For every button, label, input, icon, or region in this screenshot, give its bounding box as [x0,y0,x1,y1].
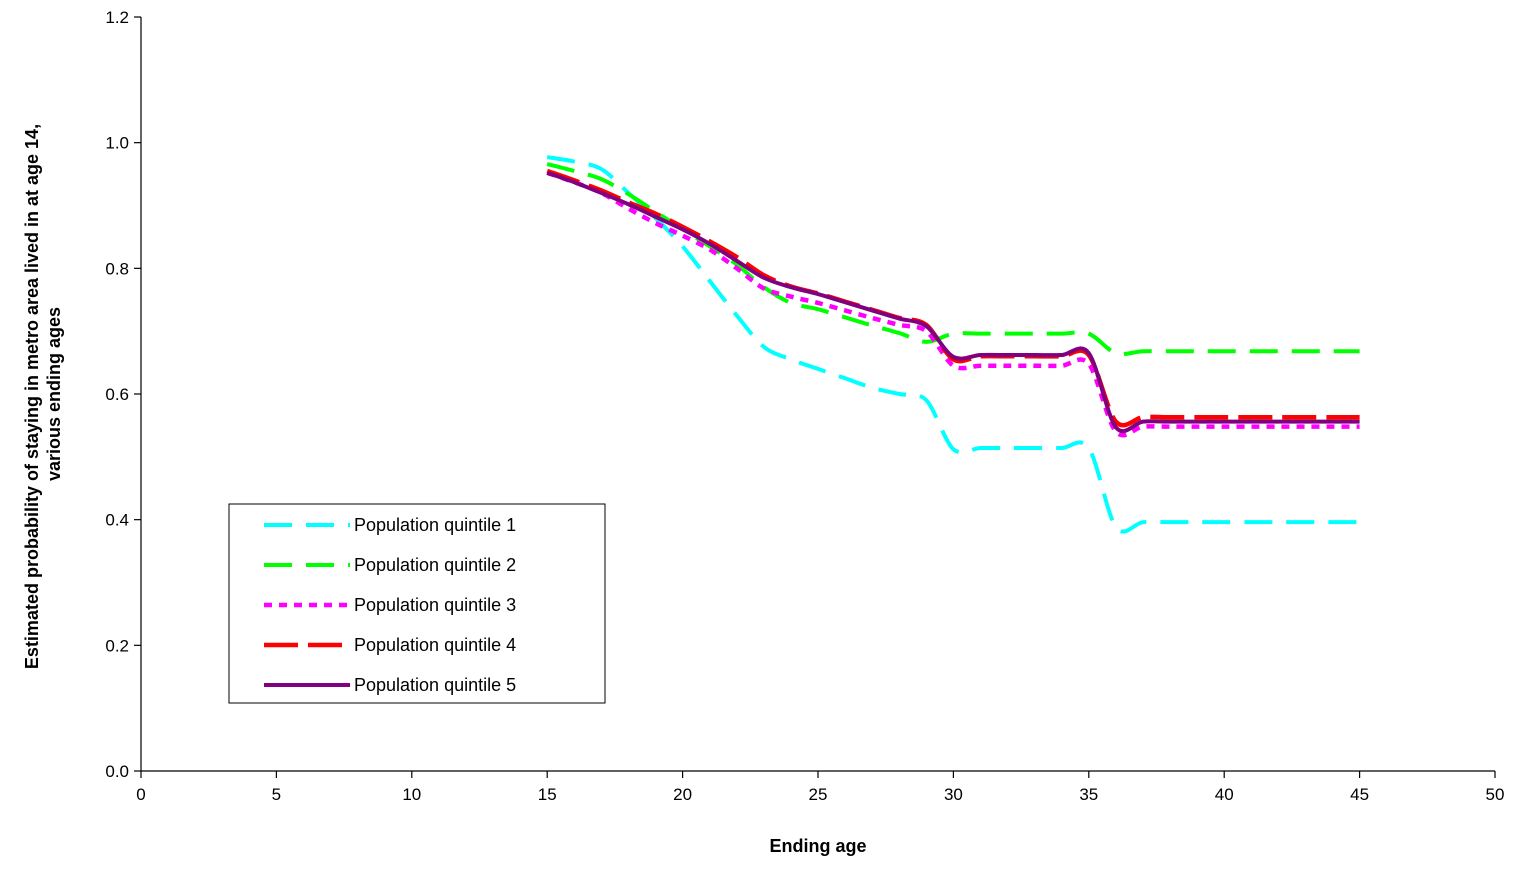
series-line-quintile-5 [546,170,1360,434]
x-tick-label: 0 [136,785,145,804]
legend-label: Population quintile 5 [354,675,516,695]
x-tick-label: 5 [272,785,281,804]
x-tick-label: 10 [402,785,421,804]
x-tick-label: 15 [538,785,557,804]
x-tick-label: 30 [944,785,963,804]
y-tick-label: 0.8 [105,259,129,278]
y-axis-title: Estimated probability of staying in metr… [22,119,64,669]
y-axis-title-line-2: various ending ages [44,307,64,481]
x-axis-title: Ending age [769,836,866,856]
legend-box [228,503,606,704]
y-tick-label: 1.2 [105,8,129,27]
series-line-quintile-1 [546,155,1360,534]
legend-item: Population quintile 1 [264,515,516,535]
legend-item: Population quintile 2 [264,555,516,575]
legend-items: Population quintile 1 Population quintile… [264,515,516,695]
legend-label: Population quintile 3 [354,595,516,615]
legend-item: Population quintile 5 [264,675,516,695]
y-tick-label: 1.0 [105,134,129,153]
legend-item: Population quintile 4 [264,635,516,655]
y-tick-label: 0.0 [105,762,129,781]
y-tick-label: 0.4 [105,511,129,530]
legend: Population quintile 1 Population quintile… [228,503,606,704]
x-tick-label: 40 [1215,785,1234,804]
x-tick-label: 45 [1350,785,1369,804]
series-layer [546,155,1360,534]
series-line-quintile-3 [546,170,1360,438]
legend-label: Population quintile 1 [354,515,516,535]
series-line-quintile-4 [546,168,1360,428]
legend-label: Population quintile 2 [354,555,516,575]
series-line-quintile-2 [546,162,1360,357]
x-tick-label: 20 [673,785,692,804]
legend-item: Population quintile 3 [264,595,516,615]
y-tick-label: 0.2 [105,636,129,655]
x-tick-label: 35 [1079,785,1098,804]
y-tick-label: 0.6 [105,385,129,404]
x-tick-label: 25 [809,785,828,804]
y-axis-title-line-1: Estimated probability of staying in metr… [22,124,42,669]
ticks: 0 5 10 15 20 25 30 35 40 45 50 0.0 0.2 0.4 0.6 0.8 1.0 1.… [105,8,1504,804]
legend-label: Population quintile 4 [354,635,516,655]
x-tick-label: 50 [1486,785,1505,804]
